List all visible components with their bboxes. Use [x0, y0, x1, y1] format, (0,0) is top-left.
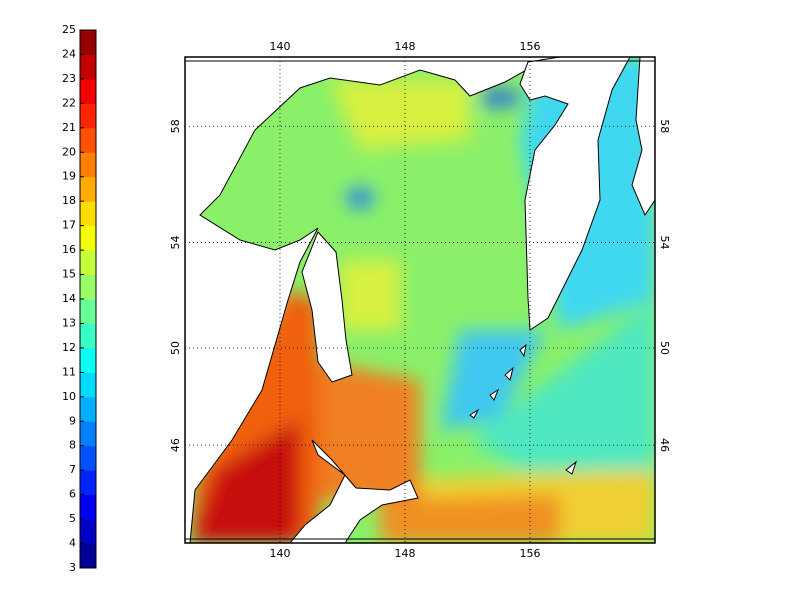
lat-label-left: 54	[169, 235, 182, 249]
colorbar-segment	[80, 543, 96, 569]
lon-label-bottom: 140	[270, 547, 291, 560]
colorbar-segment	[80, 421, 96, 447]
colorbar-tick-label: 3	[69, 561, 76, 574]
colorbar-tick-label: 7	[69, 463, 76, 476]
lat-label-left: 46	[169, 438, 182, 452]
colorbar-tick-label: 25	[62, 23, 76, 36]
colorbar-segment	[80, 274, 96, 300]
colorbar-tick-label: 12	[62, 341, 76, 354]
colorbar-segment	[80, 372, 96, 398]
lat-label-left: 58	[169, 119, 182, 133]
colorbar-segment	[80, 519, 96, 545]
lon-label-top: 156	[520, 40, 541, 53]
colorbar-tick-label: 14	[62, 292, 76, 305]
colorbar-segment	[80, 30, 96, 55]
colorbar-segment	[80, 103, 96, 129]
hokkaido	[289, 439, 419, 543]
colorbar-tick-label: 22	[62, 96, 76, 109]
lat-label-right: 50	[658, 341, 671, 355]
colorbar-segment	[80, 250, 96, 276]
colorbar-tick-label: 15	[62, 268, 76, 281]
colorbar-segment	[80, 78, 96, 104]
colorbar-tick-label: 5	[69, 512, 76, 525]
colorbar-frame	[79, 29, 97, 569]
colorbar-segment	[80, 396, 96, 422]
sea-surface-field	[185, 57, 655, 543]
colorbar-tick-label: 20	[62, 145, 76, 158]
kamchatka	[519, 57, 631, 331]
colorbar-segment	[80, 347, 96, 373]
colorbar-tick-label: 24	[62, 47, 76, 60]
colorbar-tick-label: 19	[62, 170, 76, 183]
graticule: 140 140 148 148 156 156 46 46 50 50 54 54 58 58	[169, 40, 671, 560]
mainland	[185, 57, 561, 543]
colorbar-tick-label: 16	[62, 243, 76, 256]
colorbar-segment	[80, 54, 96, 80]
lon-label-bottom: 156	[520, 547, 541, 560]
colorbar-tick-label: 18	[62, 194, 76, 207]
east-coast	[631, 57, 655, 217]
lat-label-right: 54	[658, 235, 671, 249]
colorbar: 3 4 5 6 7 8 9 10 11 12 13 14 15 16 17 18 19 20 21 22 23 24 25	[62, 23, 97, 574]
colorbar-segment	[80, 494, 96, 520]
islands	[469, 343, 578, 475]
frame-bar-top	[184, 56, 656, 62]
colorbar-segment	[80, 470, 96, 496]
colorbar-tick-label: 13	[62, 316, 76, 329]
lon-label-bottom: 148	[395, 547, 416, 560]
frame-bar-bottom	[184, 538, 656, 544]
colorbar-tick-label: 23	[62, 72, 76, 85]
colorbar-tick-label: 21	[62, 121, 76, 134]
colorbar-tick-label: 11	[62, 365, 76, 378]
lon-label-top: 140	[270, 40, 291, 53]
lat-label-left: 50	[169, 341, 182, 355]
colorbar-tick-label: 8	[69, 439, 76, 452]
colorbar-segment	[80, 445, 96, 471]
colorbar-tick-label: 10	[62, 390, 76, 403]
colorbar-segment	[80, 127, 96, 153]
colorbar-tick-label: 6	[69, 488, 76, 501]
colorbar-tick-label: 4	[69, 537, 76, 550]
colorbar-tick-label: 9	[69, 414, 76, 427]
colorbar-segment	[80, 225, 96, 251]
sakhalin	[301, 231, 353, 383]
colorbar-segment	[80, 152, 96, 178]
lon-label-top: 148	[395, 40, 416, 53]
colorbar-segment	[80, 176, 96, 202]
lat-label-right: 58	[658, 119, 671, 133]
colorbar-segment	[80, 201, 96, 227]
lat-label-right: 46	[658, 438, 671, 452]
colorbar-tick-label: 17	[62, 219, 76, 232]
colorbar-segment	[80, 323, 96, 349]
colorbar-segment	[80, 299, 96, 324]
